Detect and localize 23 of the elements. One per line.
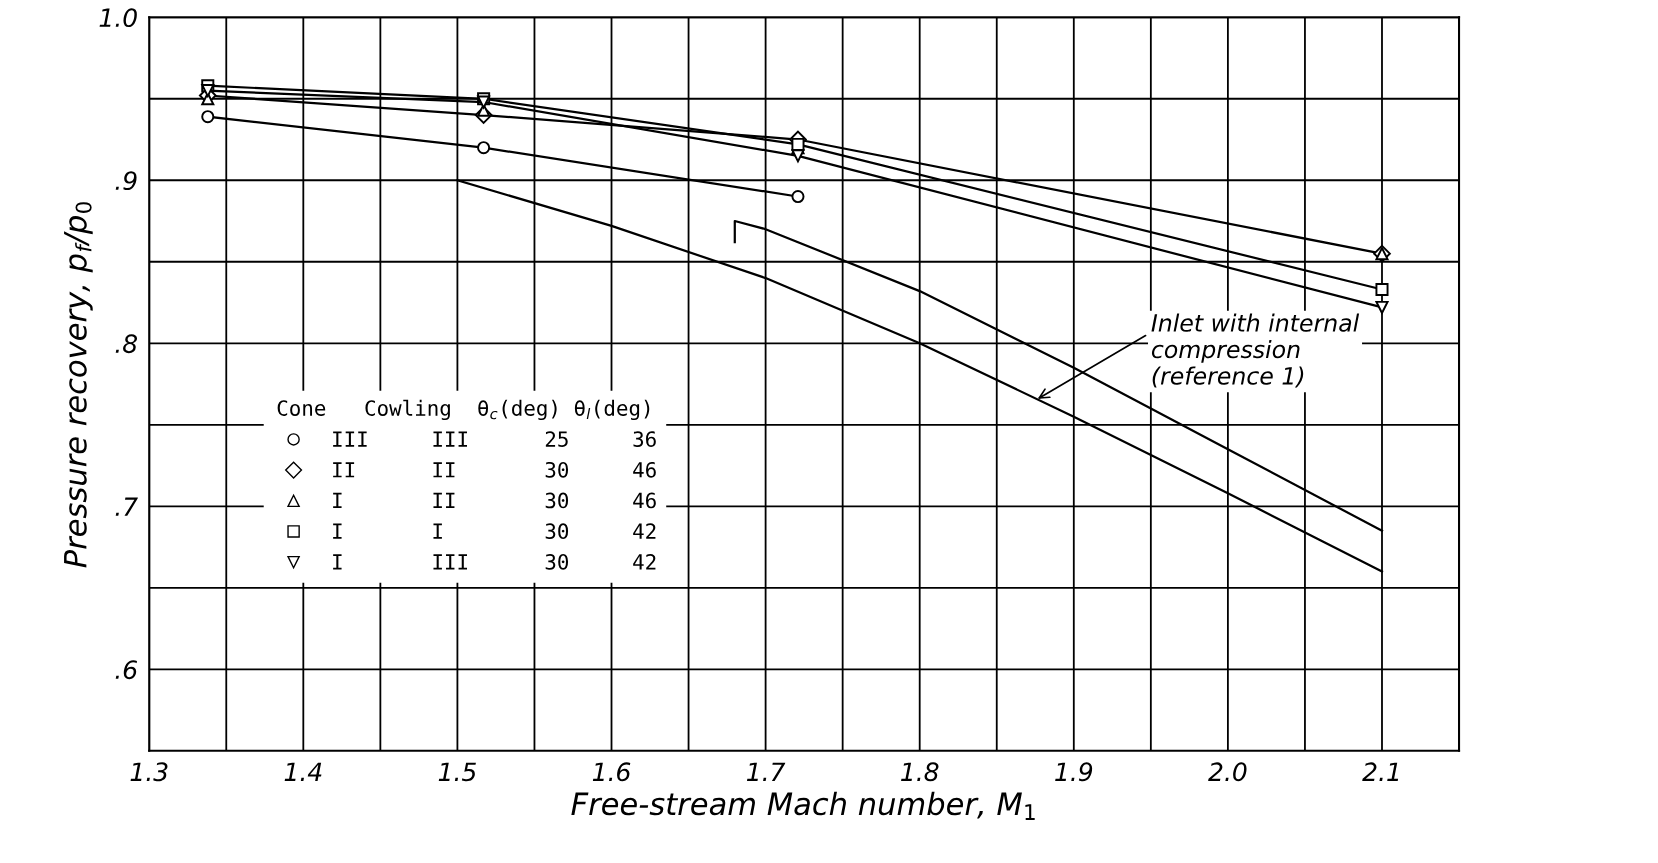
- y-tick-label: .7: [115, 497, 138, 516]
- x-tick-label: 1.5: [438, 762, 476, 782]
- y-axis-title: Pressure recovery, p$_{f}$/p$_{0}$: [64, 202, 93, 568]
- x-tick-label: 1.3: [130, 762, 168, 782]
- annotation: Inlet with internal compression (reference 1): [1151, 313, 1360, 388]
- x-tick-label: 1.6: [592, 762, 631, 782]
- y-tick-label: 1.0: [99, 8, 137, 28]
- legend-label: I II 30 46: [333, 492, 656, 509]
- legend-label: I I 30 42: [333, 523, 656, 540]
- x-tick-label: 1.4: [284, 762, 322, 781]
- x-tick-label: 1.9: [1055, 762, 1093, 782]
- x-axis-title: Free-stream Mach number, M$_{1}$: [571, 791, 1035, 820]
- legend-label: II II 30 46: [333, 461, 656, 478]
- x-tick-label: 2.0: [1208, 762, 1247, 782]
- x-tick-label: 1.7: [746, 762, 786, 781]
- x-tick-label: 2.1: [1362, 762, 1399, 781]
- legend-label: III III 25 36: [333, 431, 656, 447]
- x-tick-label: 1.8: [901, 762, 939, 782]
- legend-title: Cone Cowling θ$_{c}$(deg) θ$_{l}$(deg): [277, 399, 650, 421]
- y-tick-label: .9: [115, 171, 137, 191]
- y-tick-label: .6: [115, 660, 137, 680]
- legend-label: I III 30 42: [333, 553, 656, 570]
- y-tick-label: .8: [115, 334, 138, 354]
